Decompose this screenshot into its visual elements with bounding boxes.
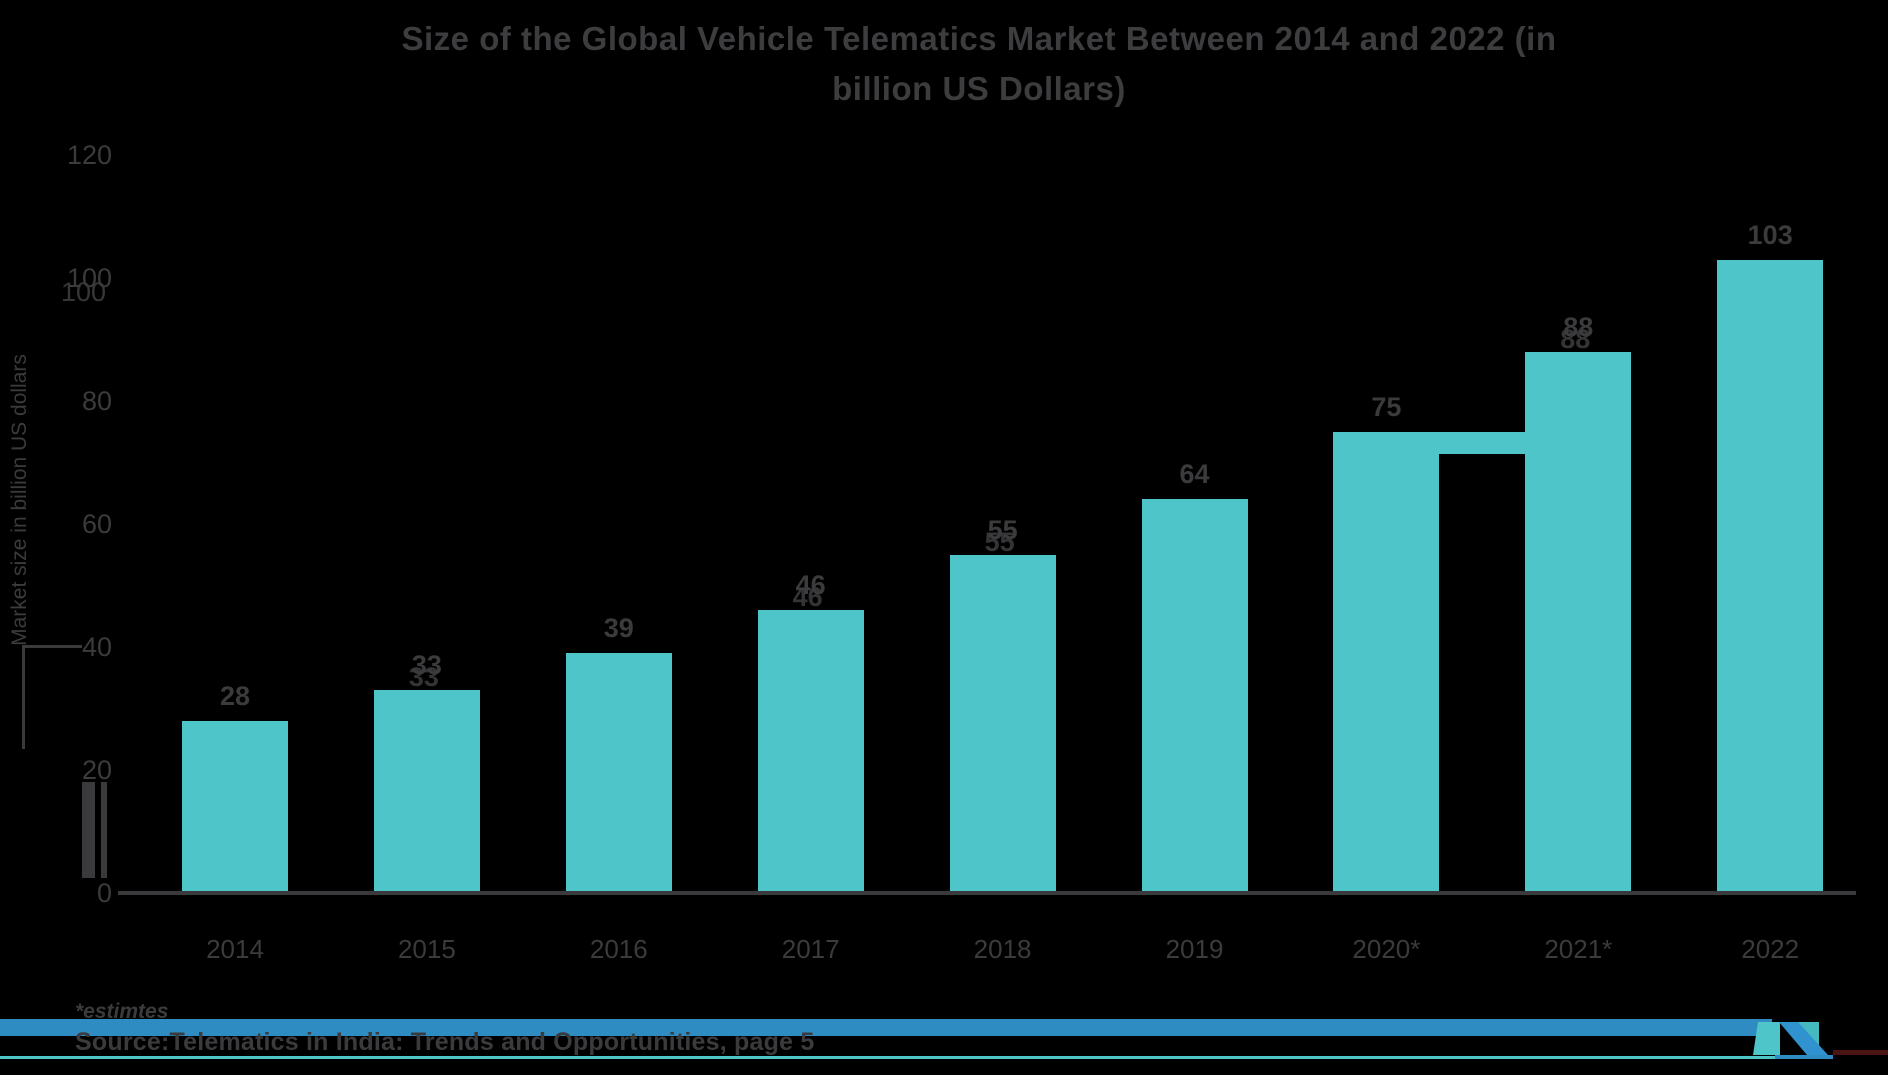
bar-value-label: 75 [1371, 391, 1402, 422]
smear-artifact [82, 782, 95, 878]
source-note: Source:Telematics in India: Trends and O… [75, 1028, 815, 1056]
bar [757, 610, 864, 893]
logo-teal-left [1753, 1022, 1780, 1055]
x-tick-label: 2022 [1741, 934, 1800, 964]
x-tick-label: 2014 [206, 934, 264, 964]
bar [373, 690, 480, 893]
y-tick-label: 60 [81, 509, 112, 539]
x-tick-label: 2017 [781, 934, 840, 964]
bar-value-label: 55 [987, 514, 1018, 545]
bar [182, 720, 288, 893]
y-tick-label: 80 [81, 386, 112, 416]
x-tick-label: 2020* [1352, 934, 1421, 964]
bar [1525, 351, 1632, 893]
footnote-estimates: *estimtes [75, 1000, 169, 1023]
bar-value-label: 88 [1563, 311, 1594, 342]
chart-title-line1: Size of the Global Vehicle Telematics Ma… [401, 20, 1557, 57]
footer-rule-maroon [1833, 1050, 1888, 1055]
chart-title-line2: billion US Dollars) [832, 70, 1126, 107]
x-tick-label: 2016 [589, 934, 648, 964]
tick-line-artifact [22, 645, 82, 648]
bar-value-label: 28 [219, 680, 251, 711]
bar-value-label: 33 [411, 650, 442, 681]
footer-rule-blue [1775, 1055, 1833, 1059]
bar [1141, 499, 1248, 893]
y-tick-label: 20 [81, 755, 112, 785]
bar [1333, 431, 1440, 893]
bar-value-label: 103 [1747, 219, 1793, 250]
bar-value-label: 39 [603, 613, 634, 644]
x-tick-label: 2019 [1165, 934, 1224, 964]
logo-blue-diagonal [1779, 1022, 1828, 1055]
x-tick-label: 2018 [973, 934, 1032, 964]
mordor-intelligence-logo [1753, 1022, 1828, 1055]
bar [949, 554, 1056, 893]
x-tick-label: 2015 [397, 934, 456, 964]
footer-stripe [0, 1019, 1772, 1036]
smear-artifact [101, 782, 107, 878]
bar-value-label: 64 [1179, 459, 1210, 490]
footer-rule-teal [0, 1056, 1775, 1059]
y-tick-label: 100 [66, 263, 112, 293]
bar [1717, 259, 1824, 893]
x-tick-label: 2021* [1544, 934, 1613, 964]
bar [565, 653, 672, 893]
bar-ledge-artifact [1439, 431, 1526, 454]
x-axis-line [118, 891, 1856, 895]
y-tick-label: 40 [81, 632, 112, 662]
chart-title: Size of the Global Vehicle Telematics Ma… [70, 14, 1888, 114]
y-tick-label: 120 [66, 140, 112, 170]
bar-value-label: 46 [795, 570, 826, 601]
tick-line-artifact [22, 645, 25, 749]
y-tick-label: 0 [96, 878, 112, 908]
